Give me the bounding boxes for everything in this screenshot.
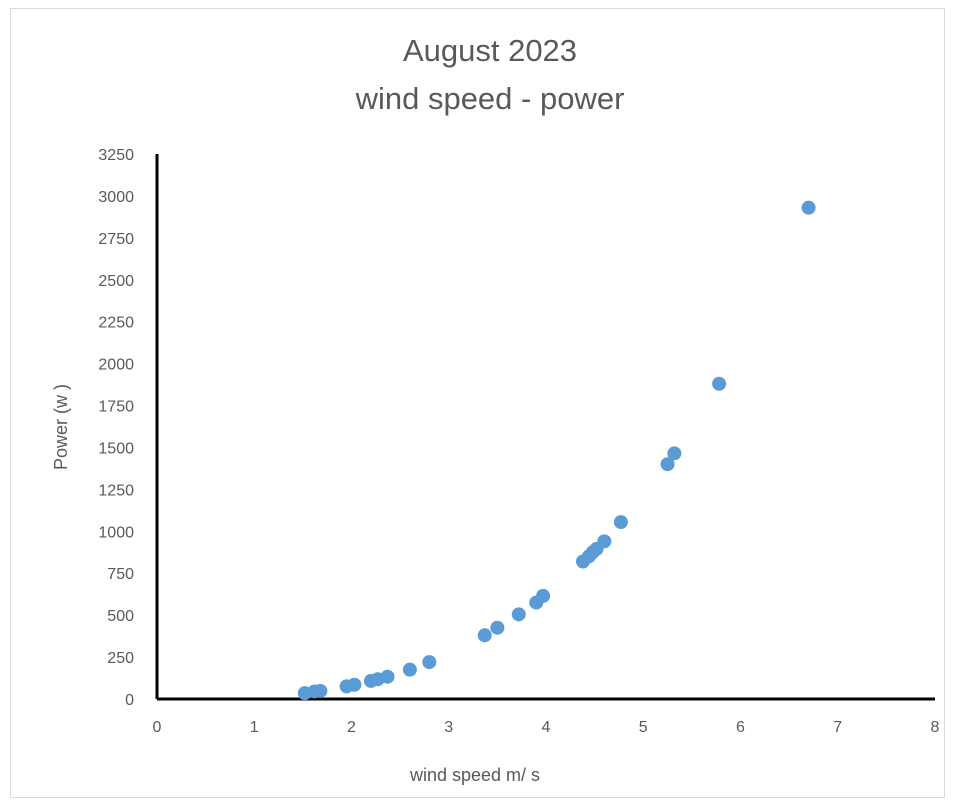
y-tick-label: 1750 — [98, 399, 134, 416]
x-tick-label: 0 — [153, 719, 162, 736]
data-point — [380, 669, 395, 684]
data-point — [660, 457, 675, 472]
y-tick-label: 1000 — [98, 524, 134, 541]
x-axis-title: wind speed m/ s — [409, 765, 540, 785]
y-tick-label: 250 — [107, 650, 134, 667]
x-tick-label: 8 — [931, 719, 940, 736]
data-point — [613, 515, 628, 530]
data-point — [712, 376, 727, 391]
x-tick-label: 7 — [833, 719, 842, 736]
data-point — [536, 588, 551, 603]
data-point — [422, 655, 437, 670]
x-tick-label: 4 — [542, 719, 551, 736]
y-tick-label: 0 — [125, 692, 134, 709]
y-tick-label: 1250 — [98, 482, 134, 499]
scatter-chart: August 2023 wind speed - power 0 1 2 3 4 5 6 7 8… — [51, 33, 940, 785]
data-point — [667, 446, 682, 461]
data-point — [347, 677, 362, 692]
y-tick-label: 3000 — [98, 189, 134, 206]
y-tick-label: 2500 — [98, 273, 134, 290]
data-point — [597, 534, 612, 549]
y-tick-label: 1500 — [98, 440, 134, 457]
data-point — [402, 662, 417, 677]
data-point — [477, 628, 492, 643]
chart-title-line-2: wind speed - power — [355, 81, 625, 116]
x-tick-label: 6 — [736, 719, 745, 736]
x-axis-tick-labels: 0 1 2 3 4 5 6 7 8 — [153, 719, 940, 736]
y-tick-label: 2250 — [98, 315, 134, 332]
data-point — [313, 683, 328, 698]
y-tick-label: 3250 — [98, 147, 134, 164]
y-tick-label: 750 — [107, 566, 134, 583]
y-axis-title: Power (w ) — [51, 384, 71, 470]
chart-area: August 2023 wind speed - power 0 1 2 3 4 5 6 7 8… — [10, 8, 945, 798]
data-points — [297, 200, 816, 701]
x-tick-label: 5 — [639, 719, 648, 736]
data-point — [490, 620, 505, 635]
chart-title-line-1: August 2023 — [403, 33, 577, 68]
y-tick-label: 500 — [107, 608, 134, 625]
y-tick-label: 2750 — [98, 231, 134, 248]
x-tick-label: 1 — [250, 719, 259, 736]
x-tick-label: 3 — [444, 719, 453, 736]
x-tick-label: 2 — [347, 719, 356, 736]
data-point — [801, 200, 816, 215]
y-tick-label: 2000 — [98, 357, 134, 374]
y-axis-tick-labels: 0 250 500 750 1000 1250 1500 1750 2000 2250 2500 27… — [98, 147, 134, 709]
data-point — [511, 607, 526, 622]
